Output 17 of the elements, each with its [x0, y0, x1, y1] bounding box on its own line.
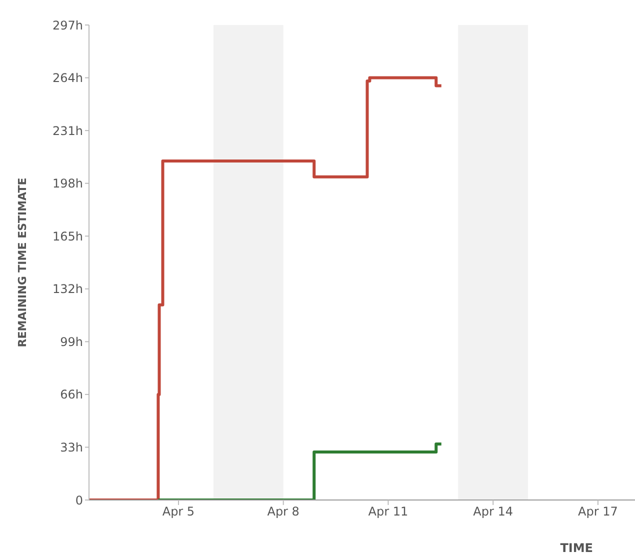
y-axis-title: REMAINING TIME ESTIMATE [16, 178, 29, 348]
x-tick-label: Apr 5 [162, 504, 195, 519]
x-tick-label: Apr 11 [368, 504, 408, 519]
y-tick-label: 66h [60, 388, 83, 402]
y-tick-label: 297h [52, 18, 83, 32]
x-tick-label: Apr 14 [473, 504, 514, 519]
y-tick-label: 0 [75, 493, 83, 508]
y-tick-label: 165h [52, 229, 83, 244]
y-tick-label: 264h [52, 71, 83, 86]
x-tick-label: Apr 8 [267, 504, 300, 519]
y-tick-label: 99h [60, 334, 83, 349]
y-tick-label: 132h [52, 282, 83, 296]
y-tick-label: 198h [52, 176, 83, 191]
y-tick-label: 33h [60, 440, 83, 454]
x-tick-label: Apr 17 [578, 504, 618, 519]
y-tick-label: 231h [52, 124, 83, 138]
x-axis-title: TIME [560, 541, 593, 554]
